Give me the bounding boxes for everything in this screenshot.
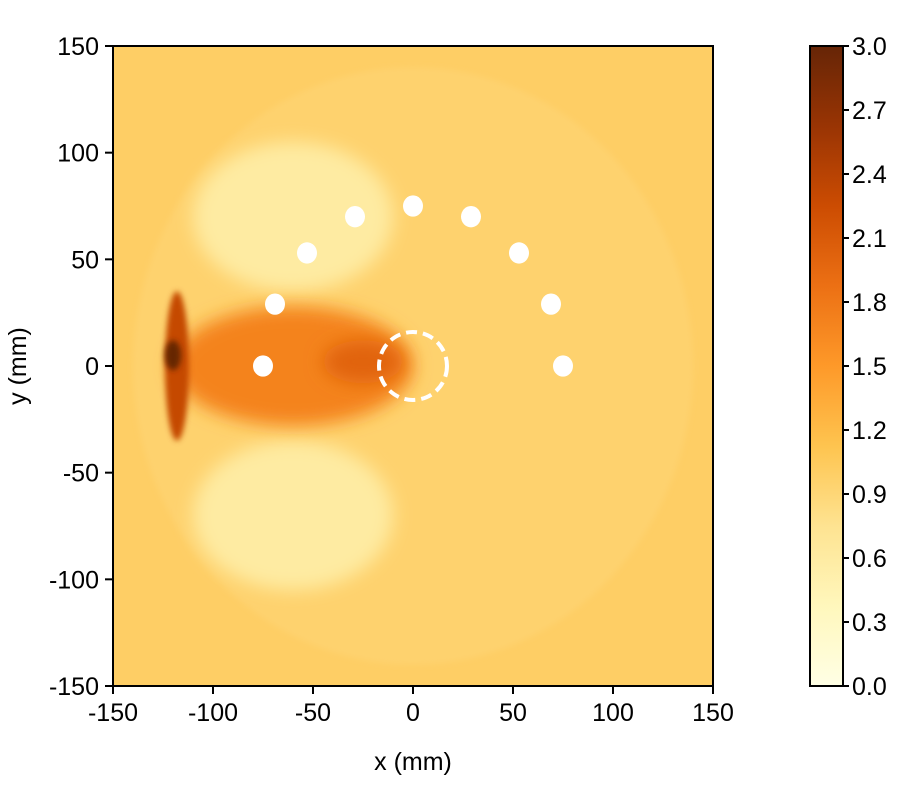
x-axis-label: x (mm) — [374, 748, 452, 776]
y-tick-label: -100 — [49, 566, 99, 594]
colorbar-tick-label: 1.2 — [852, 417, 887, 445]
colorbar-tick-label: 2.7 — [852, 97, 887, 125]
colorbar-tick-label: 2.4 — [852, 161, 887, 189]
sensor-marker — [345, 206, 365, 228]
x-tick-label: 50 — [499, 699, 527, 727]
x-tick-label: -100 — [188, 699, 238, 727]
colorbar-tick-label: 2.1 — [852, 225, 887, 253]
y-tick-label: 100 — [57, 140, 99, 168]
sensor-marker — [541, 293, 561, 315]
sensor-marker — [509, 242, 529, 264]
heatmap-region — [173, 306, 413, 426]
colorbar — [809, 45, 844, 687]
y-tick-label: -50 — [63, 460, 99, 488]
sensor-marker — [297, 242, 317, 264]
dashed-circle-marker — [377, 330, 449, 402]
y-tick-label: 50 — [71, 246, 99, 274]
x-tick-label: -150 — [88, 699, 138, 727]
heatmap-region — [165, 340, 181, 371]
colorbar-tick-label: 0.9 — [852, 481, 887, 509]
sensor-marker — [265, 293, 285, 315]
x-tick-label: 0 — [406, 699, 420, 727]
sensor-marker — [461, 206, 481, 228]
x-tick-label: 150 — [692, 699, 734, 727]
y-tick-label: -150 — [49, 673, 99, 701]
sensor-marker — [553, 355, 573, 377]
colorbar-tick-label: 0.3 — [852, 609, 887, 637]
y-axis-label: y (mm) — [4, 327, 32, 405]
colorbar-tick-label: 3.0 — [852, 33, 887, 61]
colorbar-tick-label: 0.6 — [852, 545, 887, 573]
heatmap-region — [193, 440, 393, 590]
sensor-marker — [403, 195, 423, 217]
x-tick-label: -50 — [295, 699, 331, 727]
colorbar-tick-label: 0.0 — [852, 673, 887, 701]
y-tick-label: 0 — [85, 353, 99, 381]
colorbar-tick-label: 1.8 — [852, 289, 887, 317]
heatmap-region — [323, 340, 403, 384]
plot-area — [113, 46, 713, 686]
y-tick-label: 150 — [57, 33, 99, 61]
x-tick-label: 100 — [592, 699, 634, 727]
colorbar-tick-label: 1.5 — [852, 353, 887, 381]
heatmap-region — [193, 142, 393, 292]
sensor-marker — [253, 355, 273, 377]
